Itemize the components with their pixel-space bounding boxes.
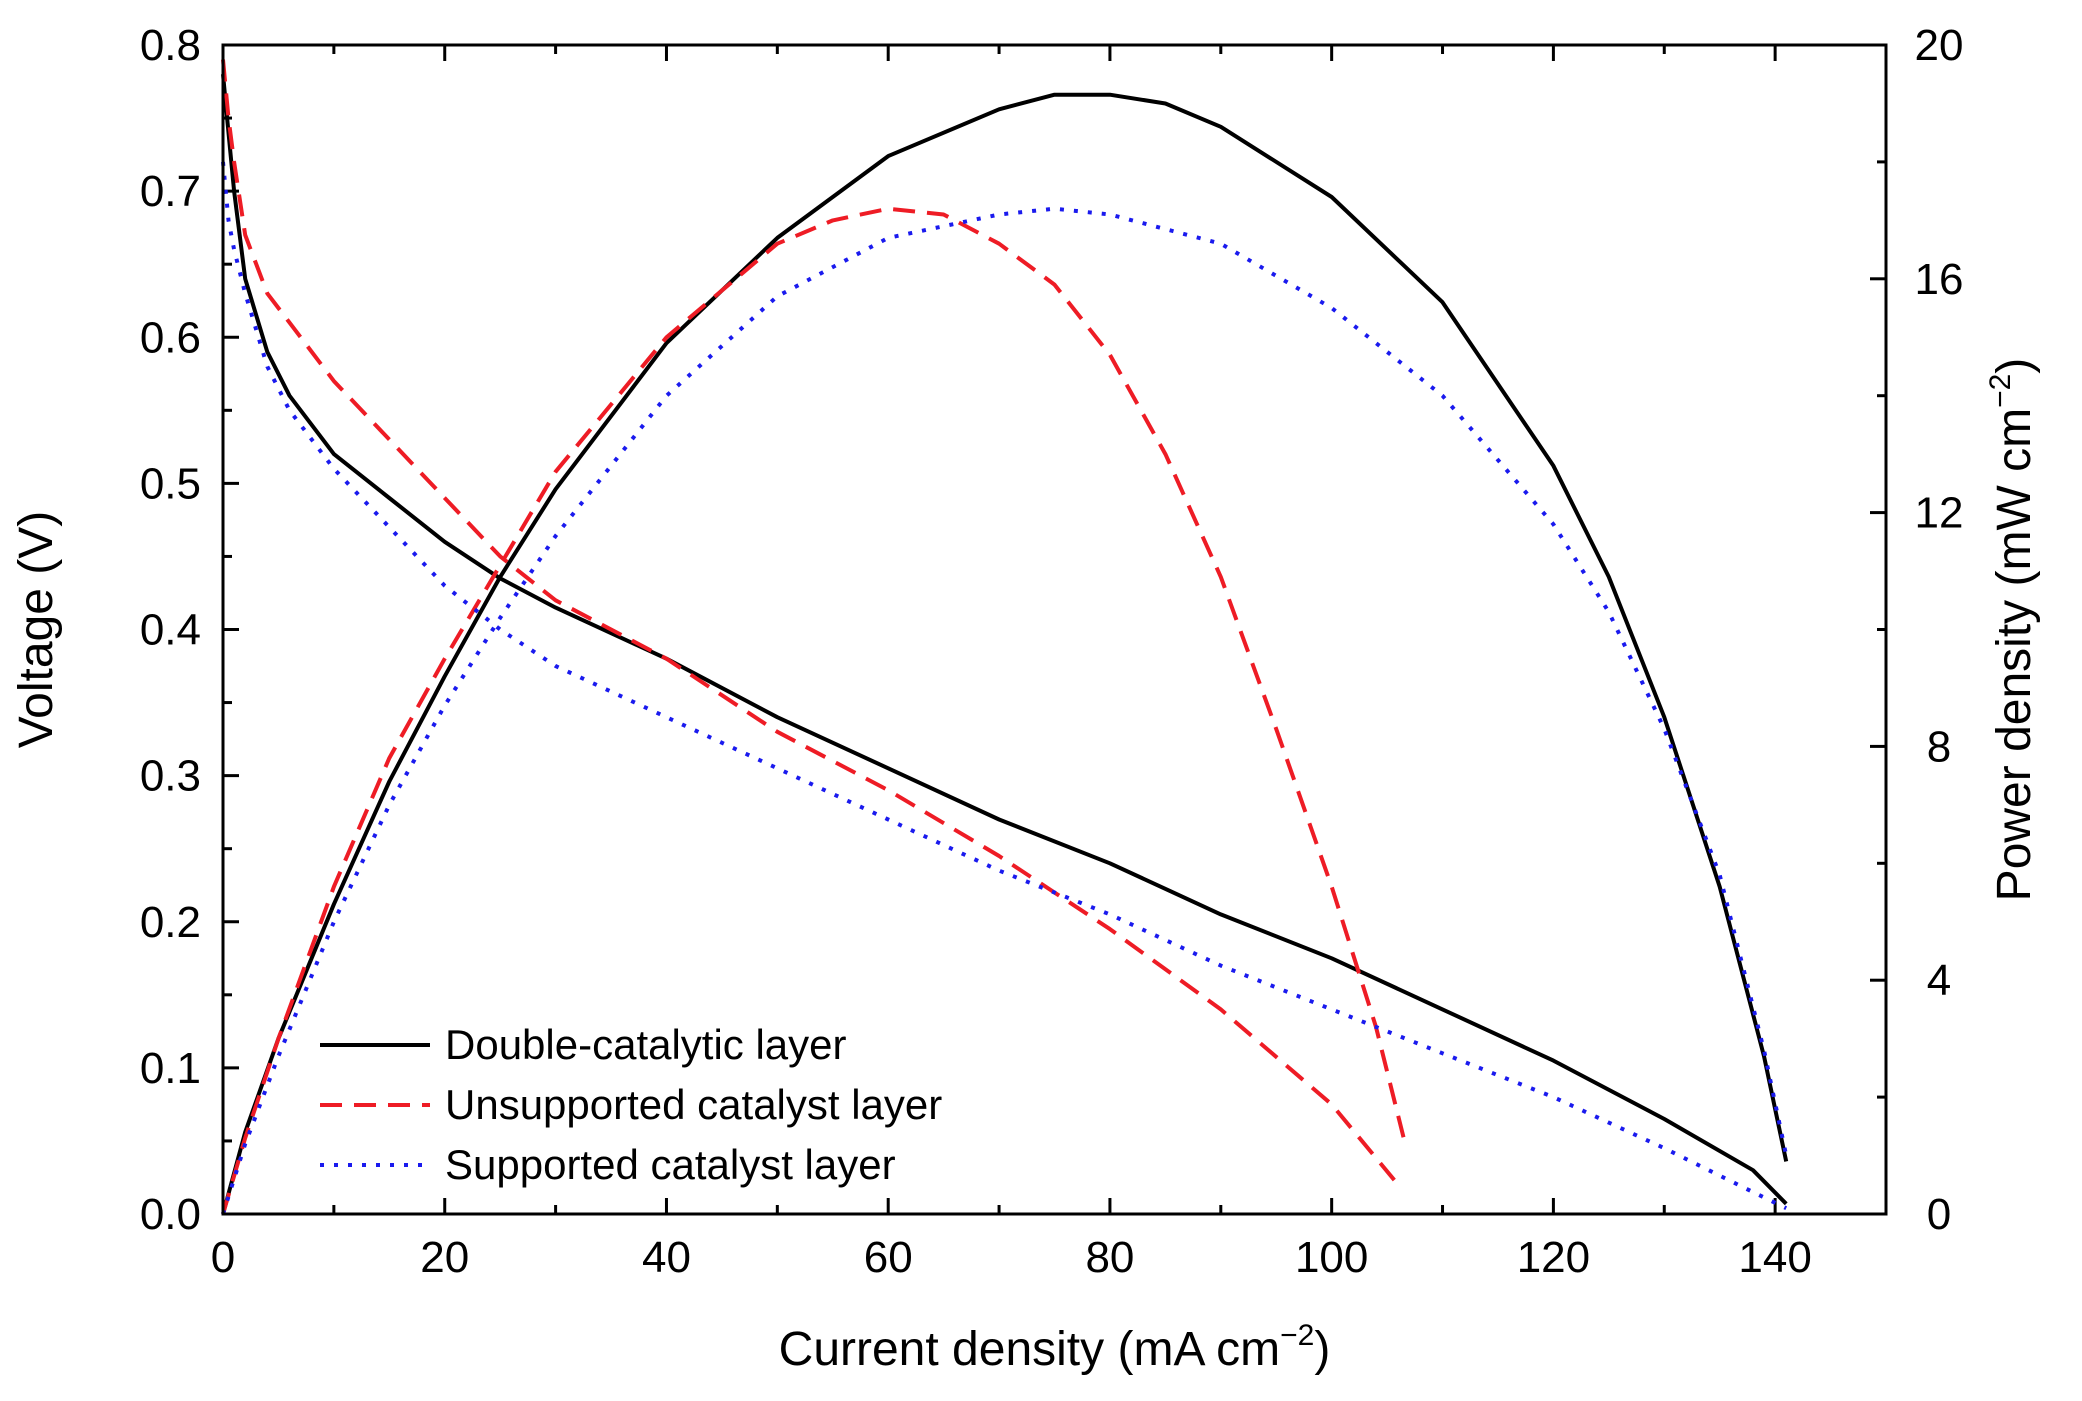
y-tick-label: 0.1 xyxy=(140,1044,201,1093)
y2-axis-title: Power density (mW cm−2) xyxy=(1984,358,2041,902)
y-tick-label: 0.0 xyxy=(140,1190,201,1239)
y2-tick-label: 0 xyxy=(1927,1190,1951,1239)
y2-tick-label: 8 xyxy=(1927,722,1951,771)
y-tick-label: 0.7 xyxy=(140,167,201,216)
plot-frame xyxy=(221,43,1888,1216)
legend-label-supported: Supported catalyst layer xyxy=(445,1141,896,1188)
y-tick-label: 0.6 xyxy=(140,313,201,362)
y2-tick-label: 12 xyxy=(1915,489,1964,538)
y-tick-labels: 0.0 0.1 0.2 0.3 0.4 0.5 0.6 0.7 0.8 xyxy=(140,21,201,1239)
voltage-curve-unsupported xyxy=(221,59,1400,1187)
y-tick-label: 0.2 xyxy=(140,898,201,947)
power-curve-double-catalytic xyxy=(221,92,1789,1215)
x-tick-label: 40 xyxy=(642,1233,691,1282)
y2-tick-labels: 0 4 8 12 16 20 xyxy=(1915,21,1964,1239)
legend-label-double-catalytic: Double-catalytic layer xyxy=(445,1021,847,1068)
y-axis-title: Voltage (V) xyxy=(10,511,63,748)
y-tick-label: 0.8 xyxy=(140,21,201,70)
x-tick-labels: 0 20 40 60 80 100 120 140 xyxy=(211,1233,1812,1282)
y-tick-label: 0.5 xyxy=(140,459,201,508)
power-curve-unsupported xyxy=(221,206,1406,1215)
series-lines xyxy=(221,59,1789,1215)
voltage-curve-supported xyxy=(221,161,1788,1210)
x-tick-label: 80 xyxy=(1085,1233,1134,1282)
legend: Double-catalytic layer Unsupported catal… xyxy=(320,1021,942,1188)
x-tick-label: 0 xyxy=(211,1233,235,1282)
y2-tick-label: 20 xyxy=(1915,21,1964,70)
x-tick-label: 60 xyxy=(864,1233,913,1282)
x-tick-label: 20 xyxy=(420,1233,469,1282)
y2-tick-label: 4 xyxy=(1927,956,1951,1005)
x-tick-label: 100 xyxy=(1295,1233,1368,1282)
y-tick-label: 0.4 xyxy=(140,606,201,655)
x-tick-label: 120 xyxy=(1517,1233,1590,1282)
x-axis-title: Current density (mA cm−2) xyxy=(779,1319,1331,1376)
y-tick-label: 0.3 xyxy=(140,752,201,801)
legend-label-unsupported: Unsupported catalyst layer xyxy=(445,1081,942,1128)
x-tick-label: 140 xyxy=(1738,1233,1811,1282)
y2-tick-label: 16 xyxy=(1915,255,1964,304)
